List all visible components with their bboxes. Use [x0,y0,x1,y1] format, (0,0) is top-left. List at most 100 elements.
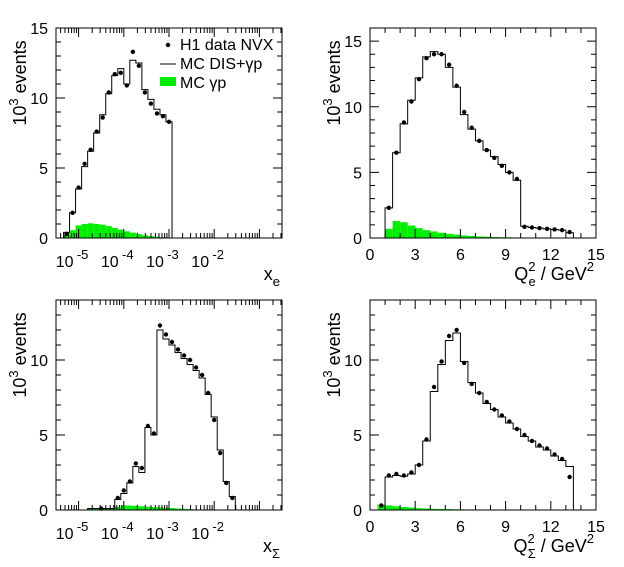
data-point [522,432,527,438]
y-tick-label: 10 [30,353,48,370]
mc-gp-bar [437,508,446,510]
x-axis-title: xe [264,264,280,289]
data-point [401,473,407,478]
mc-gp-bar [162,507,169,510]
data-point [431,384,437,390]
mc-gp-bar [69,230,76,238]
mc-gp-bar [135,234,142,238]
data-point [559,456,565,462]
legend-mc-total-label: MC DIS+γp [180,56,262,73]
y-tick-label: 10 [344,353,362,370]
legend: H1 data NVX MC DIS+γp MC γp [160,37,274,92]
mc-gp-bar [407,507,416,510]
x-tick-label: 10 [101,254,119,271]
data-point [507,419,512,424]
x-tick-label-exponent: -5 [77,247,89,262]
x-axis-title: Q2 e / GeV2 [514,259,594,289]
legend-data-label: H1 data NVX [180,37,274,54]
mc-gp-bar [415,508,423,510]
mc-gp-bar [181,508,188,510]
data-point [148,101,154,106]
mc-gp-bar [422,508,431,510]
data-point [469,381,474,387]
x-tick-label: 12 [542,247,560,264]
data-point [492,407,497,412]
data-point [484,399,489,405]
mc-gp-bar [490,236,499,238]
data-point [175,347,181,352]
legend-mc-gp-marker [160,77,176,86]
data-point [477,390,482,396]
x-tick-label-exponent: -4 [122,247,134,262]
x-tick-label-exponent: -3 [167,519,179,534]
data-point [409,470,414,475]
data-point [386,205,392,211]
data-point [499,413,505,418]
mc-gp-bar [63,234,70,238]
data-point [439,52,444,57]
data-point [82,161,87,166]
data-point [401,120,407,125]
data-point [160,114,166,119]
data-point [461,360,467,366]
mc-gp-bar [156,507,163,510]
legend-data-marker [165,42,171,48]
data-point [139,465,145,471]
mc-gp-bar [392,506,401,510]
data-point [559,227,565,233]
y-axis-title: 103 events [320,312,344,397]
x-tick-label-exponent: -2 [212,247,224,262]
data-point [529,225,535,230]
data-point [544,446,550,451]
x-axis-title: xΣ [263,536,280,561]
panel-bottom-right: 0 5 10 0 3 6 9 12 15 103 events Q2 Σ / GeV2 [320,299,605,561]
y-axis-title: 103 events [6,40,30,125]
data-point [169,339,175,345]
data-point [499,163,505,169]
data-point [529,438,535,444]
mc-gp-bar [81,224,88,238]
x-tick-label: 10 [191,254,209,271]
mc-gp-bar [126,505,133,510]
data-point [133,461,139,466]
data-point [130,49,136,54]
mc-gp-bar [437,232,446,238]
mc-gp-bar [87,223,94,238]
y-tick-label: 10 [30,91,48,108]
x-tick-label: 10 [101,526,119,543]
x-tick-label: 10 [191,526,209,543]
y-tick-label: 10 [344,100,362,117]
y-axis-title: 103 events [6,312,30,397]
y-tick-label: 5 [39,428,48,445]
data-point [552,227,557,232]
data-point [100,115,105,120]
data-point [230,495,235,501]
data-point [544,226,550,232]
x-tick-label-exponent: -5 [77,519,89,534]
data-point [379,503,384,508]
data-point [112,72,117,77]
data-point [157,323,163,328]
data-point [394,471,399,477]
legend-mc-gp-label: MC γp [180,75,226,92]
data-point [461,109,467,115]
x-tick-label: 0 [366,519,375,536]
mc-gp-bar [445,233,453,238]
mc-gp-bar [129,232,136,238]
mc-gp-bar [407,225,416,238]
data-point [514,426,520,432]
mc-gp-bar [385,505,393,510]
data-point [567,474,572,480]
mc-gp-bar [483,236,491,238]
y-tick-label: 0 [39,231,48,248]
data-point [106,90,111,95]
data-point [477,138,482,144]
mc-gp-bar [400,507,408,510]
data-point [446,62,452,67]
data-point [199,372,205,378]
data-point [94,129,99,134]
y-tick-label: 15 [30,21,48,38]
mc-gp-bar [144,506,151,510]
x-tick-label: 3 [411,247,420,264]
